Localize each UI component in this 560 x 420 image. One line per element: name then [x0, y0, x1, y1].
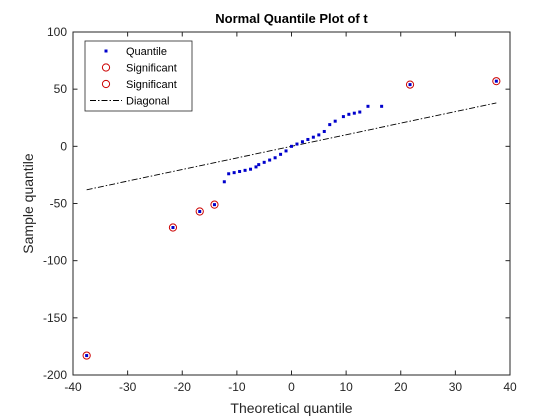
quantile-point — [262, 160, 266, 164]
quantile-point — [333, 119, 337, 123]
significant-point — [168, 223, 178, 232]
legend-marker-quantile — [104, 49, 108, 53]
legend: Quantile Significant Significant Diagonal — [84, 40, 193, 112]
x-tick-label: -30 — [119, 380, 137, 394]
quantile-point — [268, 158, 272, 162]
quantile-point — [212, 203, 216, 207]
y-tick-label: -150 — [43, 311, 67, 325]
quantile-point — [238, 169, 242, 173]
quantile-point — [249, 167, 253, 171]
chart-title: Normal Quantile Plot of t — [215, 11, 368, 26]
x-tick-label: 10 — [339, 380, 353, 394]
quantile-point — [494, 79, 498, 83]
y-tick-label: 50 — [54, 82, 68, 96]
legend-label: Significant — [126, 63, 177, 75]
y-tick-label: -50 — [50, 197, 68, 211]
significant-point — [195, 207, 204, 216]
quantile-point — [222, 180, 226, 184]
significant-point — [210, 200, 219, 209]
quantile-point — [306, 137, 310, 141]
y-tick-label: 0 — [60, 139, 67, 153]
y-tick-label: -200 — [43, 368, 67, 382]
quantile-point — [300, 140, 304, 144]
legend-marker-significant — [101, 63, 111, 72]
quantile-point — [284, 149, 288, 153]
legend-box — [84, 40, 193, 112]
quantile-point — [380, 104, 384, 108]
x-tick-label: 40 — [503, 380, 517, 394]
quantile-point — [198, 210, 202, 214]
y-tick-label: 100 — [47, 25, 67, 39]
x-tick-label: 30 — [449, 380, 463, 394]
x-tick-label: -10 — [228, 380, 246, 394]
quantile-point — [328, 123, 332, 127]
quantile-point — [352, 111, 356, 115]
quantile-point — [347, 112, 351, 116]
quantile-point — [273, 156, 277, 160]
quantile-point — [317, 133, 321, 137]
quantile-point — [254, 165, 258, 169]
quantile-point — [311, 135, 315, 139]
quantile-point — [366, 104, 370, 108]
quantile-point — [295, 142, 299, 146]
x-tick-label: 20 — [394, 380, 408, 394]
quantile-point — [232, 171, 236, 175]
quantile-point — [290, 144, 293, 148]
legend-label: Significant — [126, 79, 177, 91]
quantile-point — [322, 129, 326, 133]
significant-point — [492, 77, 501, 86]
quantile-point — [227, 172, 231, 176]
y-tick-label: -100 — [43, 254, 67, 268]
x-tick-label: 0 — [288, 380, 295, 394]
x-tick-label: -40 — [64, 380, 82, 394]
quantile-point — [257, 163, 261, 167]
y-axis-label: Sample quantile — [20, 153, 36, 254]
legend-marker-significant — [101, 79, 111, 89]
quantile-point — [408, 83, 412, 87]
x-axis-label: Theoretical quantile — [230, 400, 352, 416]
quantile-point — [341, 115, 345, 119]
quantile-point — [171, 226, 175, 230]
x-tick-label: -20 — [174, 380, 192, 394]
significant-point — [405, 80, 415, 89]
quantile-point — [358, 110, 362, 114]
quantile-point — [279, 152, 283, 156]
significant-point — [82, 351, 91, 360]
quantile-point — [243, 168, 247, 172]
legend-label: Quantile — [126, 46, 167, 58]
quantile-point — [85, 354, 89, 358]
legend-label: Diagonal — [126, 96, 169, 108]
